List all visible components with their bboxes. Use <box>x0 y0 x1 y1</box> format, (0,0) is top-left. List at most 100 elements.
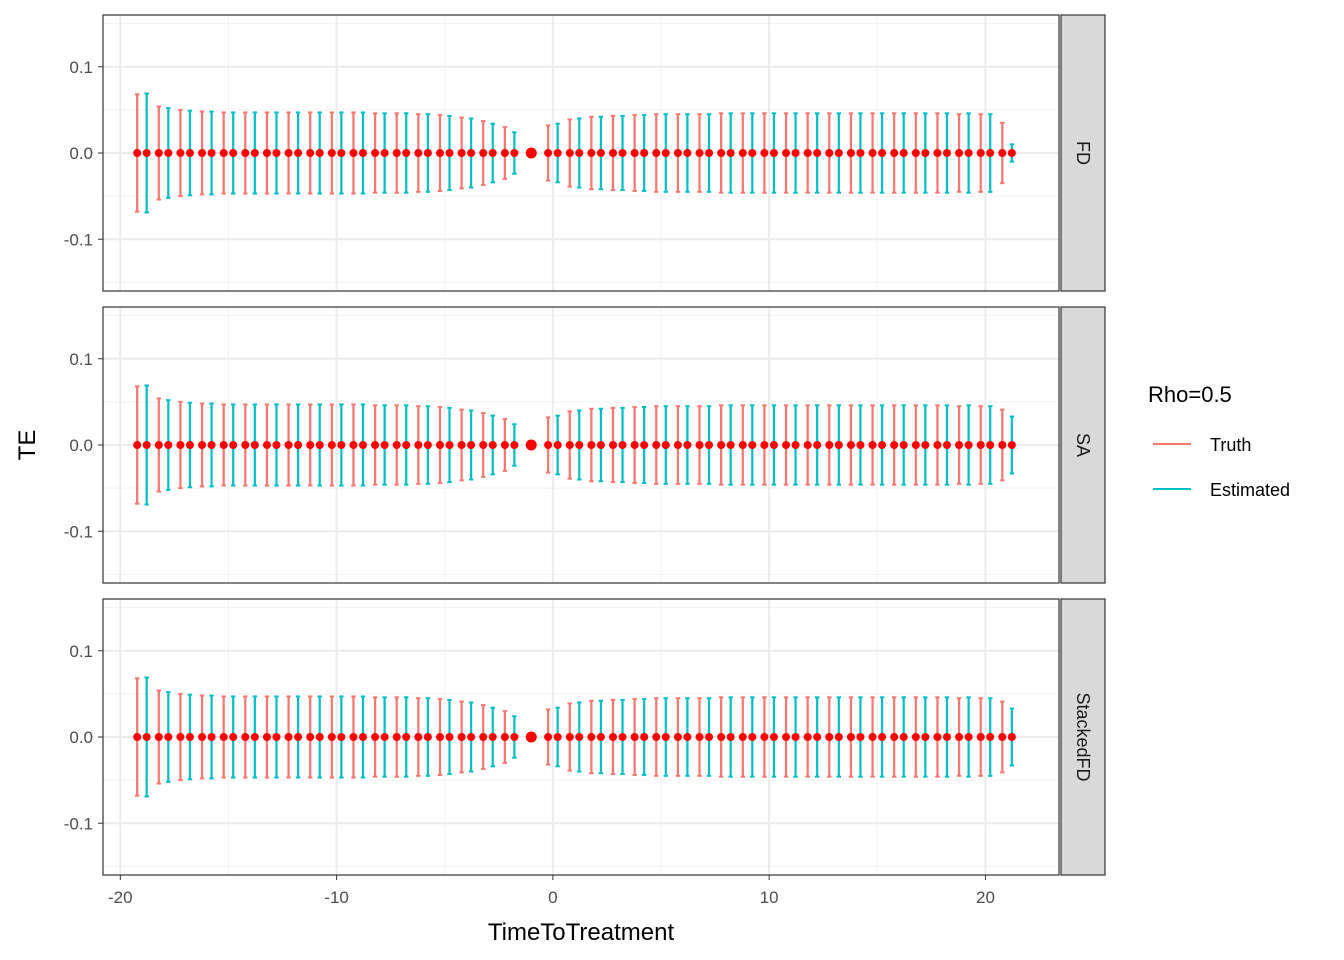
point-estimate <box>986 733 995 741</box>
point-estimate <box>673 149 682 157</box>
point-estimate <box>565 149 574 157</box>
point-estimate <box>878 149 887 157</box>
point-estimate <box>176 149 185 157</box>
point-estimate <box>284 441 293 449</box>
point-estimate <box>942 149 951 157</box>
point-estimate <box>748 441 757 449</box>
point-estimate <box>911 149 920 157</box>
point-estimate <box>349 149 358 157</box>
point-estimate <box>133 149 142 157</box>
x-tick-label: 0 <box>548 888 557 907</box>
point-estimate <box>705 441 714 449</box>
point-estimate <box>717 149 726 157</box>
point-estimate <box>337 149 346 157</box>
point-estimate <box>738 441 747 449</box>
point-estimate <box>630 149 639 157</box>
x-tick-label: 20 <box>976 888 995 907</box>
point-estimate <box>921 441 930 449</box>
y-tick-label: -0.1 <box>64 230 93 249</box>
point-estimate <box>1007 733 1016 741</box>
point-estimate <box>371 441 380 449</box>
point-estimate <box>250 441 259 449</box>
point-estimate <box>738 733 747 741</box>
point-estimate <box>791 441 800 449</box>
point-estimate <box>565 441 574 449</box>
point-estimate <box>402 149 411 157</box>
point-estimate <box>575 441 584 449</box>
point-estimate <box>630 441 639 449</box>
point-estimate <box>164 149 173 157</box>
point-estimate <box>587 149 596 157</box>
point-estimate <box>544 733 553 741</box>
point-estimate <box>791 149 800 157</box>
panel-border <box>102 306 1060 584</box>
x-axis-title: TimeToTreatment <box>488 919 675 946</box>
facet-strip-label: StackedFD <box>1073 692 1093 781</box>
point-estimate <box>142 149 151 157</box>
point-estimate <box>525 439 537 451</box>
panels: -0.1 0.0 0.1 FD -0.1 0.0 0.1 SA -0.1 0.0 0.1 Stacke… <box>64 14 1106 876</box>
panel-border <box>102 14 1060 292</box>
point-estimate <box>250 149 259 157</box>
point-estimate <box>683 441 692 449</box>
point-estimate <box>392 149 401 157</box>
point-estimate <box>414 441 423 449</box>
series-truth <box>134 93 1005 213</box>
point-estimate <box>315 733 324 741</box>
y-tick-label: 0.1 <box>69 642 93 661</box>
point-estimate <box>976 441 985 449</box>
point-estimate <box>445 441 454 449</box>
point-estimate <box>500 149 509 157</box>
point-estimate <box>673 441 682 449</box>
point-estimate <box>392 733 401 741</box>
point-estimate <box>856 733 865 741</box>
point-estimate <box>380 733 389 741</box>
point-estimate <box>219 733 228 741</box>
x-tick-label: -10 <box>324 888 349 907</box>
point-estimate <box>358 733 367 741</box>
legend-label-truth: Truth <box>1210 435 1251 455</box>
point-estimate <box>241 441 250 449</box>
point-estimate <box>596 441 605 449</box>
point-estimate <box>834 733 843 741</box>
point-estimate <box>349 441 358 449</box>
point-estimate <box>414 733 423 741</box>
point-estimate <box>402 733 411 741</box>
point-estimates <box>133 439 1016 451</box>
point-estimate <box>575 733 584 741</box>
point-estimate <box>262 733 271 741</box>
point-estimate <box>479 733 488 741</box>
point-estimate <box>986 441 995 449</box>
point-estimate <box>640 441 649 449</box>
point-estimate <box>825 441 834 449</box>
point-estimate <box>998 149 1007 157</box>
point-estimate <box>435 441 444 449</box>
point-estimate <box>976 733 985 741</box>
point-estimate <box>154 733 163 741</box>
point-estimate <box>479 441 488 449</box>
point-estimate <box>423 441 432 449</box>
point-estimate <box>467 149 476 157</box>
point-estimate <box>207 733 216 741</box>
point-estimate <box>250 733 259 741</box>
point-estimates <box>133 147 1016 159</box>
point-estimate <box>834 441 843 449</box>
facet-strip <box>1060 598 1106 876</box>
point-estimate <box>306 441 315 449</box>
point-estimate <box>933 733 942 741</box>
point-estimate <box>748 733 757 741</box>
point-estimate <box>510 441 519 449</box>
legend: Rho=0.5 Truth Estimated <box>1148 382 1290 500</box>
point-estimate <box>825 149 834 157</box>
point-estimate <box>262 149 271 157</box>
point-estimate <box>782 441 791 449</box>
point-estimate <box>219 441 228 449</box>
point-estimate <box>262 441 271 449</box>
point-estimate <box>272 149 281 157</box>
point-estimate <box>899 441 908 449</box>
point-estimate <box>717 441 726 449</box>
point-estimate <box>911 733 920 741</box>
point-estimate <box>705 733 714 741</box>
point-estimate <box>435 149 444 157</box>
